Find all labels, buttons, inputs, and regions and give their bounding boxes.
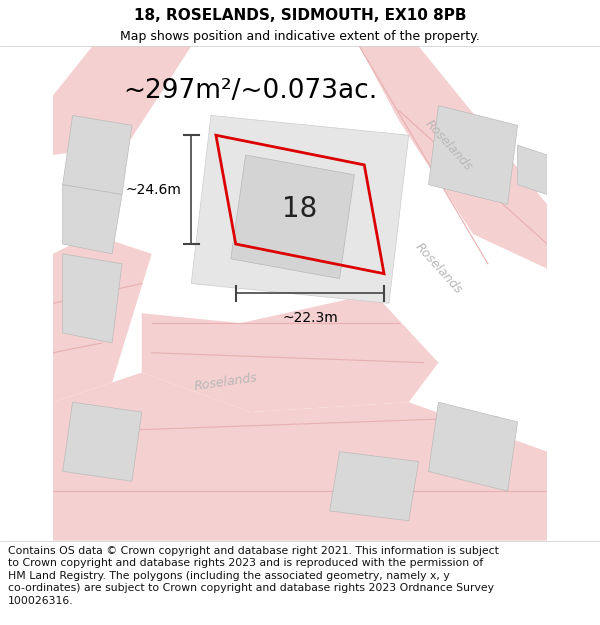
Polygon shape [428, 106, 518, 204]
Polygon shape [231, 155, 355, 279]
Text: Contains OS data © Crown copyright and database right 2021. This information is : Contains OS data © Crown copyright and d… [8, 546, 499, 556]
Polygon shape [53, 234, 152, 402]
Polygon shape [359, 46, 547, 269]
Text: co-ordinates) are subject to Crown copyright and database rights 2023 Ordnance S: co-ordinates) are subject to Crown copyr… [8, 583, 494, 593]
Text: ~22.3m: ~22.3m [282, 311, 338, 325]
Text: ~297m²/~0.073ac.: ~297m²/~0.073ac. [124, 78, 377, 104]
Text: to Crown copyright and database rights 2023 and is reproduced with the permissio: to Crown copyright and database rights 2… [8, 558, 483, 568]
Text: 18, ROSELANDS, SIDMOUTH, EX10 8PB: 18, ROSELANDS, SIDMOUTH, EX10 8PB [134, 8, 466, 22]
Text: ~24.6m: ~24.6m [125, 182, 181, 197]
Polygon shape [329, 452, 419, 521]
Polygon shape [53, 46, 191, 155]
Polygon shape [62, 184, 122, 254]
Polygon shape [53, 372, 547, 541]
Text: HM Land Registry. The polygons (including the associated geometry, namely x, y: HM Land Registry. The polygons (includin… [8, 571, 449, 581]
Text: Roselands: Roselands [412, 241, 464, 297]
Polygon shape [428, 402, 518, 491]
Polygon shape [62, 116, 132, 194]
Polygon shape [518, 145, 547, 194]
Polygon shape [62, 402, 142, 481]
Text: Roselands: Roselands [193, 371, 259, 393]
Text: 100026316.: 100026316. [8, 596, 73, 606]
Text: 18: 18 [283, 196, 317, 223]
Polygon shape [62, 254, 122, 343]
Text: Map shows position and indicative extent of the property.: Map shows position and indicative extent… [120, 30, 480, 43]
Text: Roselands: Roselands [422, 117, 475, 173]
Polygon shape [191, 116, 409, 303]
Polygon shape [142, 294, 439, 412]
